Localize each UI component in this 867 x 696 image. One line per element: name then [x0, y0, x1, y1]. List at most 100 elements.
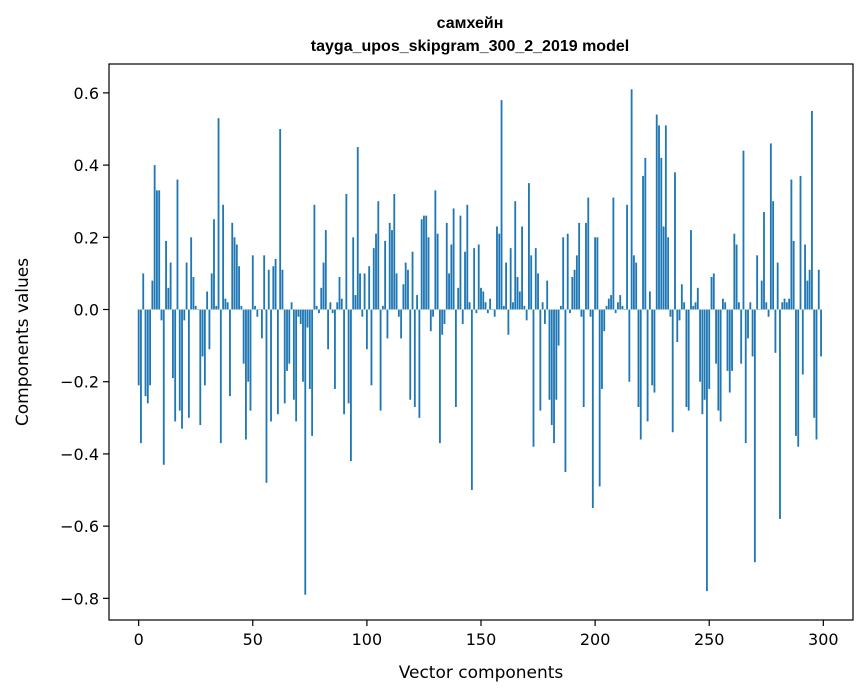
- bar-component-202: [598, 309, 601, 487]
- bar-component-232: [667, 237, 670, 310]
- bar-component-293: [806, 280, 809, 310]
- bars-group: [137, 89, 822, 595]
- bar-component-125: [423, 215, 425, 310]
- bar-component-146: [470, 309, 473, 491]
- bar-component-9: [158, 190, 161, 310]
- bar-component-266: [744, 309, 747, 444]
- bar-component-150: [480, 287, 482, 310]
- bar-component-16: [174, 309, 177, 422]
- bar-component-131: [436, 233, 439, 310]
- bar-component-147: [473, 248, 476, 310]
- bar-component-90: [343, 309, 345, 415]
- bar-component-226: [653, 309, 656, 393]
- bar-component-98: [361, 309, 364, 317]
- bar-component-189: [569, 309, 571, 314]
- bar-component-28: [201, 309, 204, 357]
- bar-component-77: [313, 204, 316, 310]
- bar-component-132: [439, 309, 441, 444]
- bar-component-240: [685, 309, 688, 407]
- bar-component-260: [731, 309, 733, 371]
- bar-component-58: [270, 309, 272, 422]
- bar-component-168: [521, 226, 523, 310]
- bar-component-221: [642, 175, 644, 310]
- bar-component-166: [516, 277, 519, 310]
- bar-component-272: [758, 309, 761, 311]
- bar-component-256: [722, 298, 724, 310]
- bar-component-206: [607, 298, 610, 310]
- bar-component-257: [724, 302, 727, 310]
- bar-component-209: [614, 309, 617, 314]
- bar-component-191: [573, 269, 576, 310]
- bar-component-45: [240, 305, 243, 310]
- bar-component-273: [760, 280, 763, 310]
- bar-component-265: [742, 150, 745, 310]
- bar-component-80: [320, 287, 323, 310]
- bar-component-99: [363, 273, 366, 310]
- bar-component-115: [400, 309, 403, 339]
- bar-component-81: [322, 262, 325, 310]
- bar-component-185: [559, 305, 562, 310]
- bar-component-250: [708, 309, 711, 389]
- bar-component-74: [306, 309, 309, 328]
- bar-component-287: [792, 240, 795, 310]
- bar-component-156: [493, 309, 496, 317]
- bar-component-79: [318, 309, 320, 314]
- bar-component-142: [461, 309, 464, 324]
- bar-component-113: [395, 273, 398, 310]
- bar-component-96: [356, 147, 359, 310]
- bar-component-143: [464, 251, 466, 310]
- bar-component-4: [146, 309, 149, 404]
- bar-component-251: [710, 277, 713, 310]
- bar-component-217: [632, 255, 635, 310]
- bar-component-161: [505, 262, 508, 310]
- bar-component-252: [712, 273, 715, 310]
- bar-component-268: [749, 302, 752, 310]
- bar-component-285: [788, 298, 791, 310]
- bar-component-278: [772, 201, 775, 310]
- bar-component-139: [454, 309, 457, 407]
- bar-component-264: [740, 309, 743, 364]
- bar-component-141: [459, 215, 462, 310]
- bar-component-107: [381, 305, 384, 310]
- bar-component-127: [427, 237, 430, 310]
- bar-component-75: [308, 309, 311, 389]
- bar-component-18: [178, 309, 181, 411]
- bar-component-38: [224, 298, 227, 310]
- y-tick-label: 0.2: [74, 228, 99, 247]
- bar-component-275: [765, 302, 768, 310]
- bar-component-238: [680, 284, 683, 310]
- bar-component-175: [537, 273, 539, 310]
- bar-component-237: [678, 309, 681, 321]
- x-axis-label: Vector components: [399, 663, 564, 683]
- bar-component-228: [658, 125, 660, 310]
- bar-component-216: [630, 89, 633, 310]
- bar-component-255: [719, 309, 722, 422]
- bar-component-204: [603, 309, 606, 332]
- bar-component-46: [242, 309, 245, 364]
- bar-component-174: [534, 248, 537, 310]
- bar-component-198: [589, 309, 592, 317]
- x-tick-label: 0: [134, 630, 144, 649]
- bar-component-27: [199, 309, 202, 426]
- bar-component-233: [669, 309, 672, 317]
- bar-component-181: [550, 309, 553, 426]
- bar-component-41: [231, 222, 234, 310]
- bar-component-177: [541, 302, 544, 310]
- bar-component-199: [591, 309, 594, 509]
- bar-component-53: [258, 309, 261, 311]
- bar-component-33: [213, 219, 215, 310]
- x-tick-label: 150: [466, 630, 497, 649]
- bar-component-145: [468, 302, 471, 310]
- bar-component-223: [646, 309, 649, 422]
- bar-component-296: [813, 309, 816, 418]
- bar-component-43: [235, 244, 238, 310]
- bar-component-135: [445, 222, 448, 310]
- bar-component-276: [767, 309, 770, 317]
- bar-component-234: [671, 309, 674, 433]
- bar-component-20: [183, 309, 186, 321]
- bar-component-22: [187, 309, 190, 418]
- bar-component-1: [140, 309, 142, 444]
- bar-component-11: [162, 309, 165, 465]
- bar-component-171: [528, 183, 530, 310]
